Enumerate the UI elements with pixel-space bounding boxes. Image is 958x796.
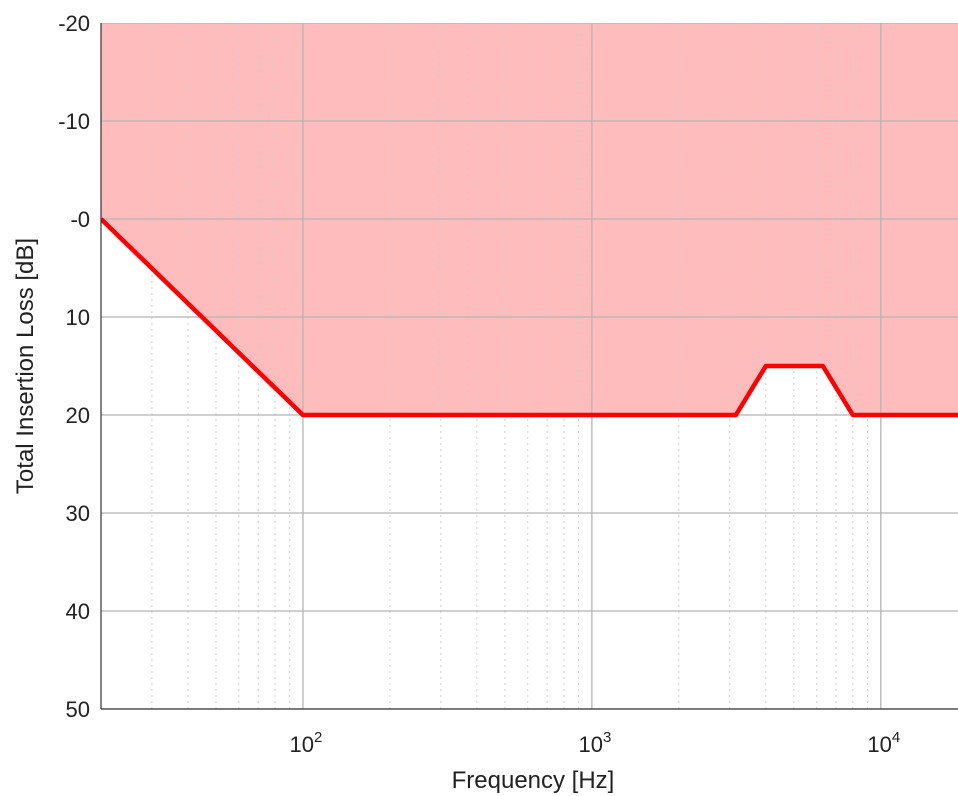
x-tick-labels: 102 103 104: [290, 729, 901, 757]
x-tick-label: 104: [867, 729, 900, 757]
grid-layer: [101, 23, 958, 709]
y-tick-label: 10: [66, 305, 90, 330]
y-tick-label: -20: [58, 11, 90, 36]
y-tick-label: -0: [70, 207, 90, 232]
y-tick-label: 40: [66, 599, 90, 624]
y-tick-label: -10: [58, 109, 90, 134]
limit-line-layer: [101, 217, 958, 418]
y-axis-title: Total Insertion Loss [dB]: [12, 238, 39, 494]
y-tick-label: 20: [66, 403, 90, 428]
limit-line: [101, 217, 958, 418]
y-tick-label: 30: [66, 501, 90, 526]
x-tick-label: 102: [290, 729, 323, 757]
y-tick-labels: -20 -10 -0 10 20 30 40 50: [58, 11, 90, 722]
y-tick-label: 50: [66, 697, 90, 722]
x-tick-label: 103: [578, 729, 611, 757]
x-axis-title: Frequency [Hz]: [452, 767, 615, 794]
